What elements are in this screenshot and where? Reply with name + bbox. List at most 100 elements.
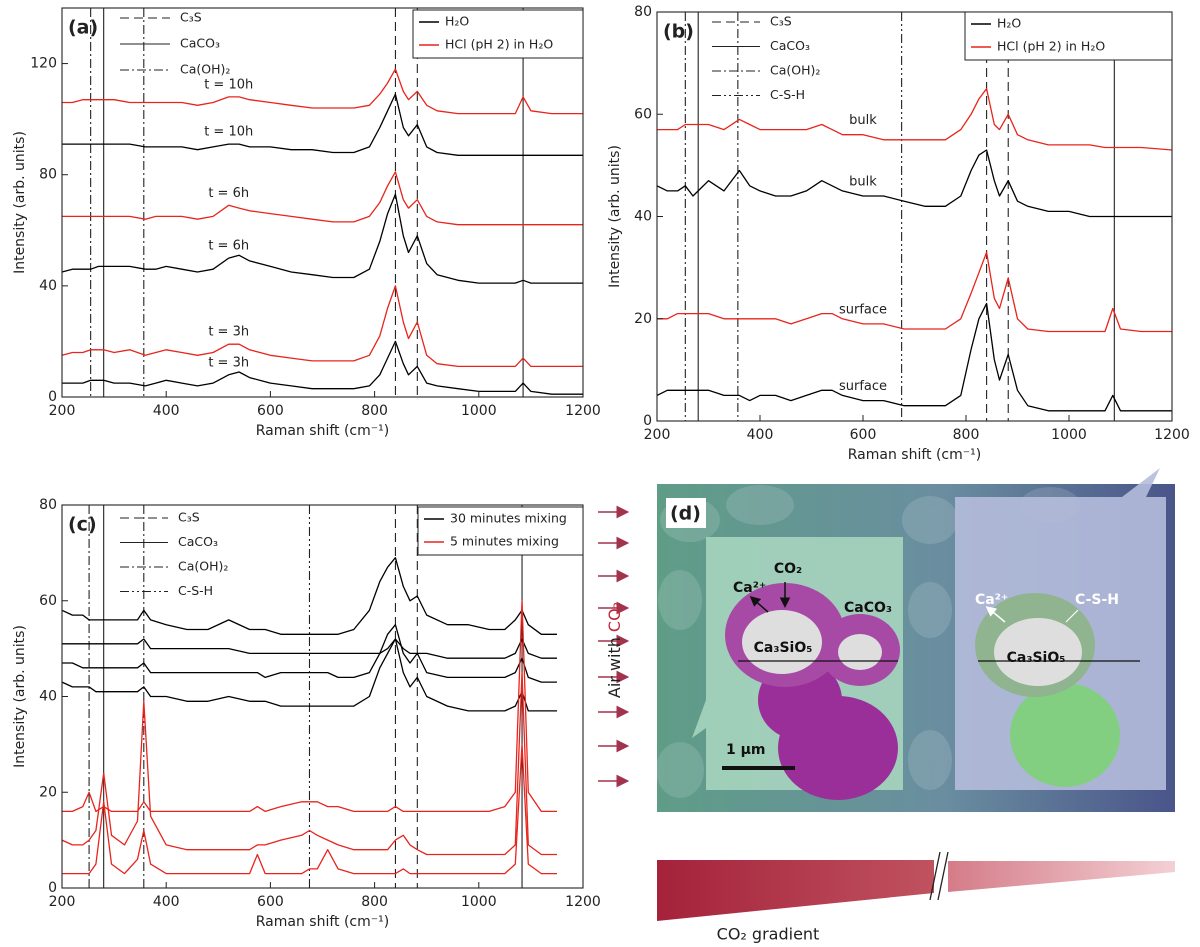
legend-box: [417, 506, 584, 556]
break-mark: [929, 851, 941, 901]
y-axis-title: Intensity (arb. units): [12, 625, 28, 768]
panel-label: (d): [670, 503, 701, 525]
caco3-label: CaCO₃: [844, 600, 892, 616]
x-tick-label: 800: [361, 894, 388, 910]
spectrum-line: [62, 624, 557, 683]
x-tick-label: 800: [953, 427, 980, 443]
reference-legend-label: C₃S: [180, 10, 202, 25]
reference-legend-label: Ca(OH)₂: [770, 63, 820, 78]
y-tick-label: 0: [48, 880, 57, 896]
legend-label: 5 minutes mixing: [450, 534, 559, 549]
reference-legend-label: CaCO₃: [770, 38, 810, 53]
y-tick-label: 80: [39, 167, 57, 183]
arrow: [749, 596, 769, 613]
y-tick-label: 80: [634, 4, 652, 20]
side-label-text: Air with: [605, 637, 624, 698]
spectrum-line: [656, 302, 1172, 412]
legend-label: HCl (pH 2) in H₂O: [445, 37, 553, 52]
curve-label: t = 10h: [204, 77, 253, 92]
particle-lobe: [1010, 683, 1120, 787]
ion-label: Ca²⁺: [733, 580, 766, 596]
side-label: Air with CO₂: [605, 602, 624, 698]
x-tick-label: 800: [361, 403, 388, 419]
y-tick-label: 60: [634, 106, 652, 122]
x-tick-label: 1000: [461, 403, 497, 419]
core-label: Ca₃SiO₅: [1007, 650, 1066, 666]
curve-label: bulk: [849, 113, 877, 128]
spectrum-line: [62, 600, 557, 813]
x-axis-title: Raman shift (cm⁻¹): [256, 914, 389, 930]
x-tick-label: 1200: [1154, 427, 1190, 443]
spectrum-line: [657, 88, 1173, 151]
x-tick-label: 400: [747, 427, 774, 443]
curve-label: t = 10h: [204, 125, 253, 140]
x-tick-label: 400: [153, 894, 180, 910]
gradient-bar: [948, 861, 1175, 892]
x-tick-label: 1000: [461, 894, 497, 910]
reference-legend-label: Ca(OH)₂: [178, 559, 228, 574]
x-tick-label: 400: [153, 403, 180, 419]
curve-label: t = 3h: [208, 325, 249, 340]
reference-legend-label: C-S-H: [770, 87, 805, 102]
x-tick-label: 200: [49, 894, 76, 910]
reference-legend-label: CaCO₃: [180, 36, 220, 51]
y-tick-label: 40: [39, 689, 57, 705]
x-tick-label: 1200: [565, 403, 601, 419]
legend-label: H₂O: [997, 16, 1021, 31]
x-axis-title: Raman shift (cm⁻¹): [256, 423, 389, 439]
curve-label: surface: [839, 302, 887, 317]
y-tick-label: 40: [634, 209, 652, 225]
gradient-bar: [657, 860, 934, 921]
curve-label: t = 6h: [208, 239, 249, 254]
y-tick-label: 40: [39, 278, 57, 294]
panel-label: (a): [68, 17, 98, 39]
spectrum-line: [61, 285, 583, 368]
ion-label: Ca²⁺: [975, 592, 1008, 608]
legend-label: H₂O: [445, 14, 469, 29]
csh-particle: [975, 593, 1140, 787]
co2-label: CO₂: [774, 561, 802, 577]
panel-label-box: [666, 498, 706, 528]
spectrum-line: [62, 93, 583, 156]
particle-core: [994, 618, 1082, 686]
x-tick-label: 600: [850, 427, 877, 443]
spectrum-line: [61, 671, 557, 856]
spectrum-line: [62, 171, 583, 226]
y-tick-label: 80: [39, 497, 57, 513]
y-tick-label: 20: [39, 784, 57, 800]
spectrum-line: [61, 557, 557, 635]
air-arrows: [598, 505, 630, 788]
core-label: Ca₃SiO₅: [754, 640, 813, 656]
particle-core: [742, 610, 822, 674]
x-tick-label: 200: [49, 403, 76, 419]
y-tick-label: 20: [634, 311, 652, 327]
spectrum-line: [61, 193, 583, 284]
y-axis-title: Intensity (arb. units): [12, 131, 28, 274]
reference-legend-label: C-S-H: [178, 583, 213, 598]
x-tick-label: 1200: [565, 894, 601, 910]
x-axis-title: Raman shift (cm⁻¹): [848, 447, 981, 463]
reference-legend-label: C₃S: [178, 510, 200, 525]
legend-label: 30 minutes mixing: [450, 511, 567, 526]
x-tick-label: 600: [257, 894, 284, 910]
x-tick-label: 1000: [1051, 427, 1087, 443]
caco3-particle: [725, 582, 900, 800]
x-tick-label: 600: [257, 403, 284, 419]
curve-label: t = 3h: [208, 355, 249, 370]
scale-label: 1 µm: [726, 742, 766, 758]
panel-label: (c): [68, 514, 97, 536]
curve-label: t = 6h: [208, 186, 249, 201]
reference-legend-label: CaCO₃: [178, 534, 218, 549]
grain: [908, 582, 952, 638]
y-tick-label: 60: [39, 593, 57, 609]
y-tick-label: 0: [48, 389, 57, 405]
arrow: [985, 606, 1006, 623]
curve-label: surface: [839, 379, 887, 394]
spectrum-line: [62, 743, 557, 875]
y-tick-label: 120: [30, 56, 57, 72]
pointer: [1065, 609, 1079, 623]
break-mark: [937, 851, 949, 901]
grain: [658, 570, 702, 630]
